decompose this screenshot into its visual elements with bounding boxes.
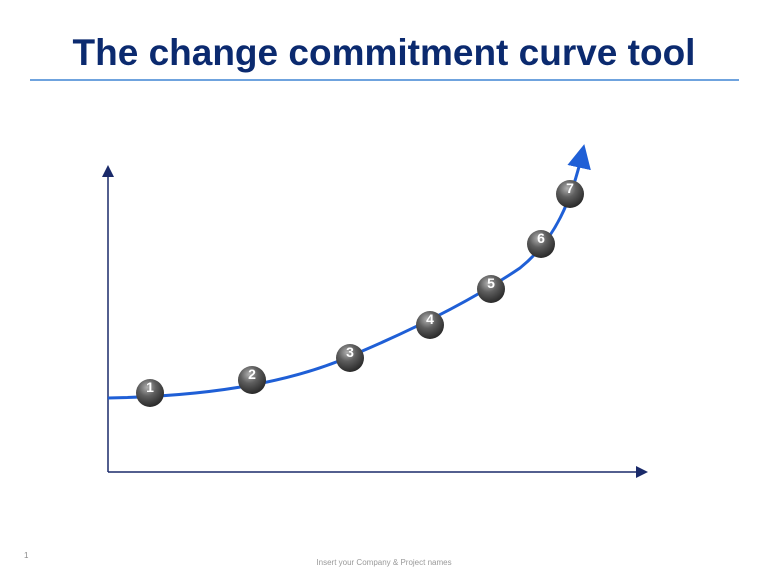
stage-ball-shape [136, 379, 164, 407]
stage-number: 6 [537, 230, 545, 246]
stage-number: 1 [146, 379, 154, 395]
slide-title: The change commitment curve tool [72, 32, 696, 73]
stage-ball-5: 5 [477, 275, 505, 303]
stage-ball-shape [416, 311, 444, 339]
stage-ball-shape [527, 230, 555, 258]
stage-ball-4: 4 [416, 311, 444, 339]
stage-number: 4 [426, 311, 434, 327]
stage-ball-shape [556, 180, 584, 208]
title-underline [30, 79, 739, 81]
stage-number: 7 [566, 180, 574, 196]
page-number: 1 [24, 551, 29, 560]
stage-ball-7: 7 [556, 180, 584, 208]
stage-number: 5 [487, 275, 495, 291]
footer-text: Insert your Company & Project names [316, 558, 452, 567]
stage-number: 3 [346, 344, 354, 360]
stage-number: 2 [248, 366, 256, 382]
stage-ball-shape [336, 344, 364, 372]
stage-ball-shape [238, 366, 266, 394]
stage-ball-shape [477, 275, 505, 303]
stage-ball-1: 1 [136, 379, 164, 407]
stage-ball-6: 6 [527, 230, 555, 258]
stage-ball-3: 3 [336, 344, 364, 372]
stage-ball-2: 2 [238, 366, 266, 394]
